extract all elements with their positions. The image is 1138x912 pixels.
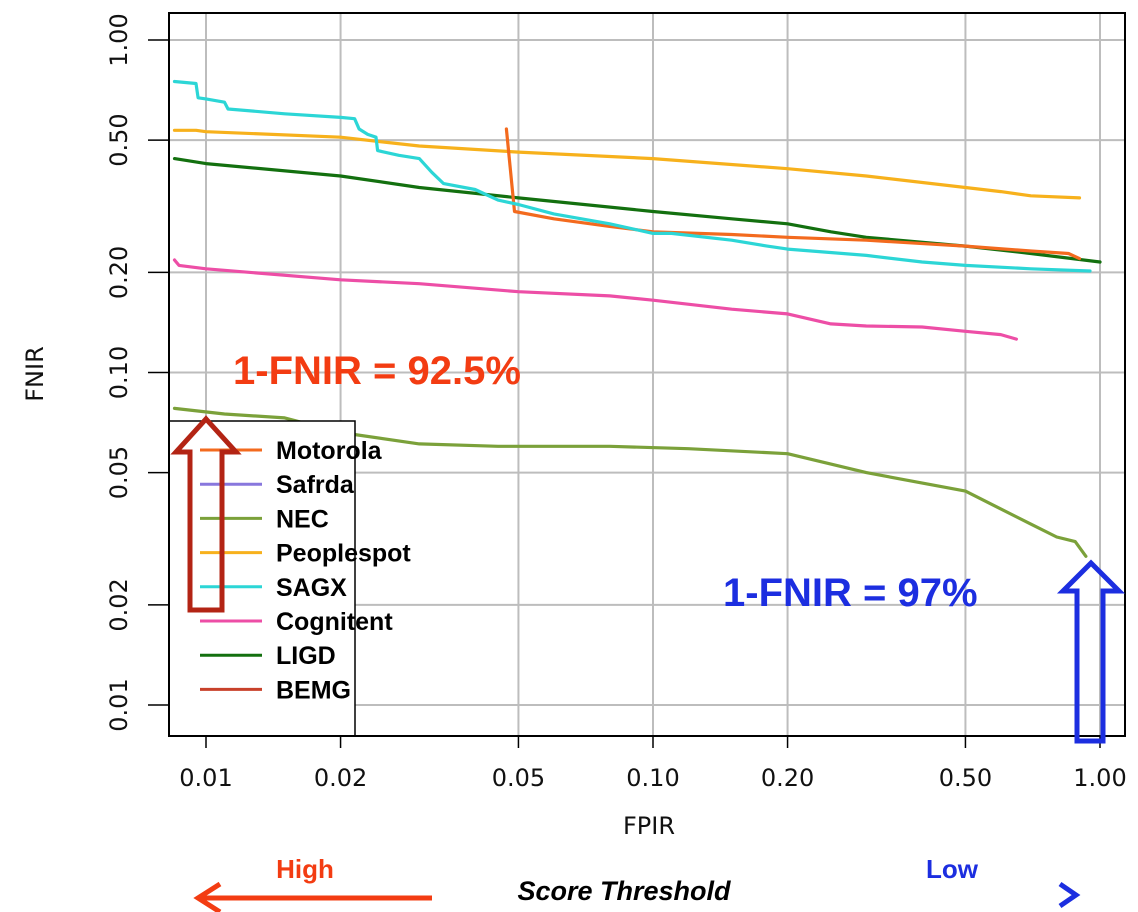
- legend-label: LIGD: [276, 642, 336, 670]
- score-threshold-label: Score Threshold: [517, 876, 731, 906]
- y-tick-label: 0.02: [105, 578, 133, 631]
- y-tick-label: 0.01: [105, 678, 133, 731]
- y-axis-label: FNIR: [21, 346, 49, 402]
- series-line-peoplespot: [172, 128, 1082, 200]
- y-tick-label: 0.20: [105, 246, 133, 299]
- x-tick-label: 0.01: [179, 764, 232, 792]
- legend-label: Safrda: [276, 471, 355, 499]
- y-tick-label: 1.00: [105, 13, 133, 66]
- legend-box: [168, 420, 356, 737]
- x-tick-label: 0.05: [492, 764, 545, 792]
- legend-label: Peoplespot: [276, 540, 411, 568]
- up-arrow-low-icon: [1056, 559, 1126, 744]
- legend-label: BEMG: [276, 676, 351, 704]
- x-tick-label: 0.50: [939, 764, 992, 792]
- legend-label: NEC: [276, 505, 329, 533]
- y-tick-label: 0.10: [105, 346, 133, 399]
- legend-label: SAGX: [276, 574, 347, 602]
- low-label: Low: [926, 854, 979, 884]
- ticks: 0.01 0.02 0.05 0.10 0.20 0.50 1.00 0.01 0.02 0.05…: [105, 13, 1127, 792]
- left-arrow-icon: [193, 881, 432, 912]
- x-tick-label: 0.20: [761, 764, 814, 792]
- high-label: High: [276, 854, 334, 884]
- series-line-cognitent: [172, 258, 1019, 341]
- x-tick-label: 0.02: [314, 764, 367, 792]
- legend-label: Motorola: [276, 437, 383, 465]
- y-tick-label: 0.05: [105, 446, 133, 499]
- up-arrow-high-icon: [170, 415, 242, 613]
- x-axis-label: FPIR: [623, 812, 675, 840]
- y-tick-label: 0.50: [105, 113, 133, 166]
- annotation-right: 1-FNIR = 97%: [723, 571, 978, 615]
- series-line-motorola: [504, 127, 1082, 261]
- legend-label: Cognitent: [276, 608, 393, 636]
- x-tick-label: 0.10: [626, 764, 679, 792]
- right-arrow-icon: [1058, 881, 1081, 909]
- annotation-left: 1-FNIR = 92.5%: [233, 349, 521, 393]
- x-tick-label: 1.00: [1073, 764, 1126, 792]
- plot-frame: [168, 12, 1126, 737]
- legend: Motorola Safrda NEC Peoplespot SAGX Cognitent…: [168, 420, 411, 737]
- series-line-sagx: [172, 79, 1092, 273]
- grid: [170, 14, 1124, 735]
